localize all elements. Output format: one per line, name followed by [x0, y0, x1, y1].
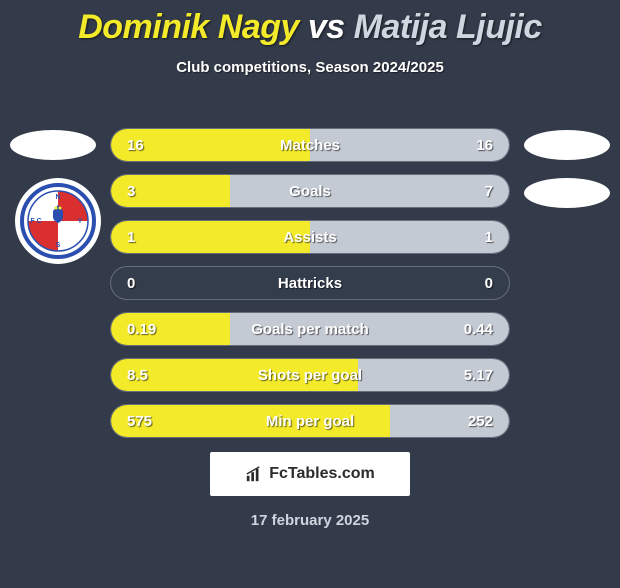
stats-container: Matches16 16 Goals3 7 Assists1 1 Hattricks0 0 Go… [110, 128, 510, 450]
stat-label: Hattricks [111, 267, 509, 299]
stat-value-right: 0 [485, 267, 493, 299]
attribution-text: FcTables.com [269, 465, 375, 483]
stat-value-left: 1 [127, 221, 135, 253]
stat-label: Assists [111, 221, 509, 253]
stat-row: Min per goal575 252 [110, 404, 510, 438]
svg-text:Y: Y [78, 218, 83, 225]
stat-value-left: 0 [127, 267, 135, 299]
stat-row: Assists1 1 [110, 220, 510, 254]
player2-team-ellipse-1 [524, 130, 610, 160]
stat-label: Goals [111, 175, 509, 207]
stat-row: Goals3 7 [110, 174, 510, 208]
stat-row: Goals per match0.19 0.44 [110, 312, 510, 346]
subtitle: Club competitions, Season 2024/2025 [0, 59, 620, 76]
stat-label: Goals per match [111, 313, 509, 345]
vs-text: vs [308, 8, 345, 46]
player1-club-badge: N Y S F C [15, 178, 101, 264]
stat-row: Hattricks0 0 [110, 266, 510, 300]
stat-value-right: 1 [485, 221, 493, 253]
stat-value-left: 16 [127, 129, 144, 161]
stat-value-left: 8.5 [127, 359, 148, 391]
ellipse-icon [524, 178, 610, 208]
player2-name: Matija Ljujic [354, 8, 542, 46]
stat-value-right: 252 [468, 405, 493, 437]
club-badge-icon: N Y S F C [15, 178, 101, 264]
stat-value-left: 0.19 [127, 313, 156, 345]
stat-label: Matches [111, 129, 509, 161]
stat-label: Min per goal [111, 405, 509, 437]
stat-value-left: 575 [127, 405, 152, 437]
stat-value-right: 16 [476, 129, 493, 161]
svg-text:S: S [56, 242, 61, 249]
player1-name: Dominik Nagy [78, 8, 299, 46]
svg-text:F C: F C [30, 218, 41, 225]
stat-value-right: 7 [485, 175, 493, 207]
stat-value-right: 0.44 [464, 313, 493, 345]
svg-text:N: N [55, 194, 60, 201]
stat-label: Shots per goal [111, 359, 509, 391]
stat-value-left: 3 [127, 175, 135, 207]
attribution-box: FcTables.com [210, 452, 410, 496]
comparison-title: Dominik Nagy vs Matija Ljujic [0, 8, 620, 47]
date-text: 17 february 2025 [0, 512, 620, 529]
player2-team-ellipse-2 [524, 178, 610, 208]
stat-value-right: 5.17 [464, 359, 493, 391]
stat-row: Matches16 16 [110, 128, 510, 162]
stat-row: Shots per goal8.5 5.17 [110, 358, 510, 392]
ellipse-icon [524, 130, 610, 160]
fctables-logo-icon [245, 465, 263, 483]
player1-team-ellipse [10, 130, 96, 160]
ellipse-icon [10, 130, 96, 160]
